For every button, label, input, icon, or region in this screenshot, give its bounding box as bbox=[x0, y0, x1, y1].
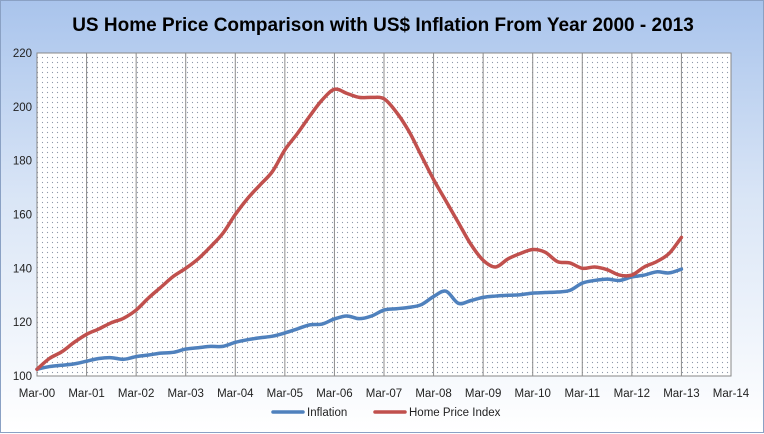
legend-label-inflation: Inflation bbox=[307, 407, 347, 419]
x-tick-label: Mar-13 bbox=[663, 388, 699, 400]
y-tick-label: 220 bbox=[13, 48, 32, 60]
y-tick-label: 120 bbox=[13, 317, 32, 329]
x-tick-label: Mar-12 bbox=[614, 388, 650, 400]
x-tick-label: Mar-03 bbox=[167, 388, 203, 400]
legend-label-home-price-index: Home Price Index bbox=[409, 407, 501, 419]
series-line-home-price-index bbox=[35, 87, 684, 372]
gridlines bbox=[86, 53, 682, 376]
x-tick-label: Mar-04 bbox=[217, 388, 254, 400]
y-tick-label: 100 bbox=[13, 371, 32, 383]
axes: Mar-00 Mar-01 Mar-02 Mar-03 Mar-04 Mar-05 Mar-… bbox=[13, 48, 750, 400]
x-tick-label: Mar-14 bbox=[713, 388, 750, 400]
x-tick-label: Mar-10 bbox=[514, 388, 550, 400]
x-tick-label: Mar-07 bbox=[366, 388, 402, 400]
series-line-inflation bbox=[35, 267, 684, 372]
x-tick-label: Mar-11 bbox=[564, 388, 600, 400]
legend: Inflation Home Price Index bbox=[271, 407, 501, 419]
series-lines bbox=[35, 87, 684, 372]
y-tick-label: 160 bbox=[13, 210, 32, 222]
x-tick-label: Mar-06 bbox=[316, 388, 352, 400]
x-tick-label: Mar-02 bbox=[118, 388, 154, 400]
x-tick-label: Mar-00 bbox=[19, 388, 55, 400]
chart-title: US Home Price Comparison with US$ Inflat… bbox=[72, 15, 694, 36]
y-tick-label: 180 bbox=[13, 156, 32, 168]
x-tick-label: Mar-09 bbox=[465, 388, 501, 400]
x-tick-label: Mar-08 bbox=[415, 388, 451, 400]
y-tick-label: 140 bbox=[13, 263, 32, 275]
x-tick-label: Mar-05 bbox=[267, 388, 303, 400]
y-tick-label: 200 bbox=[13, 102, 32, 114]
x-tick-label: Mar-01 bbox=[68, 388, 104, 400]
